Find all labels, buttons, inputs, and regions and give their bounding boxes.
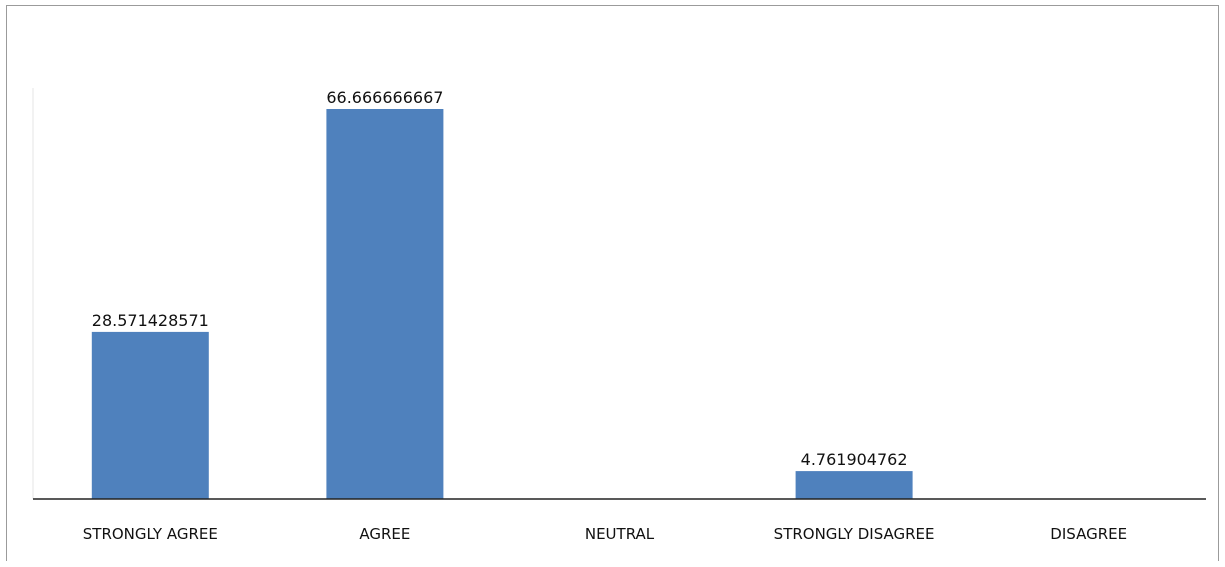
- data-label-agree: 66.666666667: [326, 88, 443, 107]
- bar-strongly-agree: [91, 331, 209, 499]
- bar-agree: [326, 109, 444, 499]
- x-tick-labels-group: STRONGLY AGREE AGREE NEUTRAL STRONGLY DISAG…: [83, 525, 1127, 543]
- x-tick-label-neutral: NEUTRAL: [585, 525, 655, 543]
- x-tick-label-strongly-agree: STRONGLY AGREE: [83, 525, 218, 543]
- x-tick-label-disagree: DISAGREE: [1050, 525, 1127, 543]
- bar-strongly-disagree: [795, 471, 913, 499]
- x-tick-label-strongly-disagree: STRONGLY DISAGREE: [774, 525, 935, 543]
- data-label-strongly-agree: 28.571428571: [92, 311, 209, 330]
- data-label-strongly-disagree: 4.761904762: [801, 450, 908, 469]
- bars-group: [91, 109, 913, 499]
- data-labels-group: 28.571428571 66.666666667 4.761904762: [92, 88, 908, 469]
- x-tick-label-agree: AGREE: [359, 525, 410, 543]
